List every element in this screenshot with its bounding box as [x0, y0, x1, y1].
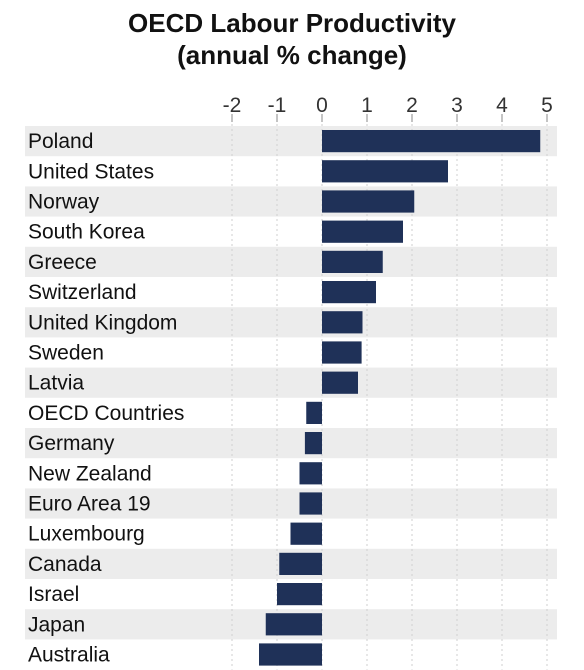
tick-label: -2 — [223, 94, 242, 117]
category-label: Germany — [28, 432, 115, 455]
chart-subtitle: (annual % change) — [177, 40, 407, 70]
category-label: Japan — [28, 613, 85, 636]
tick-label: 4 — [496, 94, 508, 117]
bar — [265, 613, 322, 636]
category-label: United States — [28, 160, 154, 183]
bar — [322, 371, 358, 394]
bar — [322, 341, 362, 364]
bar — [322, 220, 403, 243]
tick-label: -1 — [268, 94, 287, 117]
bars — [259, 130, 541, 666]
x-axis-ticks: -2 -1 0 1 2 3 4 5 — [223, 94, 553, 122]
bar — [299, 492, 322, 515]
row-band — [25, 186, 557, 217]
category-label: Switzerland — [28, 281, 137, 304]
category-label: Sweden — [28, 342, 104, 365]
category-label: Australia — [28, 644, 110, 667]
bar — [306, 401, 322, 424]
category-label: Euro Area 19 — [28, 493, 151, 516]
category-label: Israel — [28, 583, 79, 606]
bar — [277, 583, 322, 606]
tick-label: 3 — [451, 94, 463, 117]
category-label: Luxembourg — [28, 523, 145, 546]
category-label: Poland — [28, 130, 93, 153]
bar — [299, 462, 322, 485]
row-band — [25, 488, 557, 519]
bar — [322, 281, 376, 304]
tick-label: 5 — [541, 94, 553, 117]
row-band — [25, 367, 557, 398]
category-label: United Kingdom — [28, 311, 177, 334]
bar — [259, 643, 322, 666]
row-band — [25, 428, 557, 459]
category-label: South Korea — [28, 221, 145, 244]
bar — [279, 552, 322, 575]
category-label: OECD Countries — [28, 402, 184, 425]
bar — [322, 190, 415, 213]
bar — [322, 250, 383, 273]
bar — [322, 130, 541, 153]
category-label: Canada — [28, 553, 102, 576]
category-label: Greece — [28, 251, 97, 274]
bar — [304, 432, 322, 455]
category-label: Norway — [28, 191, 100, 214]
tick-label: 0 — [316, 94, 328, 117]
bar — [290, 522, 322, 545]
row-band — [25, 307, 557, 338]
bar — [322, 311, 363, 334]
category-label: Latvia — [28, 372, 84, 395]
row-band — [25, 246, 557, 277]
tick-label: 2 — [406, 94, 418, 117]
category-labels: Poland United States Norway South Korea Gree… — [28, 130, 184, 666]
chart-title: OECD Labour Productivity — [128, 8, 456, 38]
tick-label: 1 — [361, 94, 373, 117]
bar — [322, 160, 448, 183]
category-label: New Zealand — [28, 462, 152, 485]
